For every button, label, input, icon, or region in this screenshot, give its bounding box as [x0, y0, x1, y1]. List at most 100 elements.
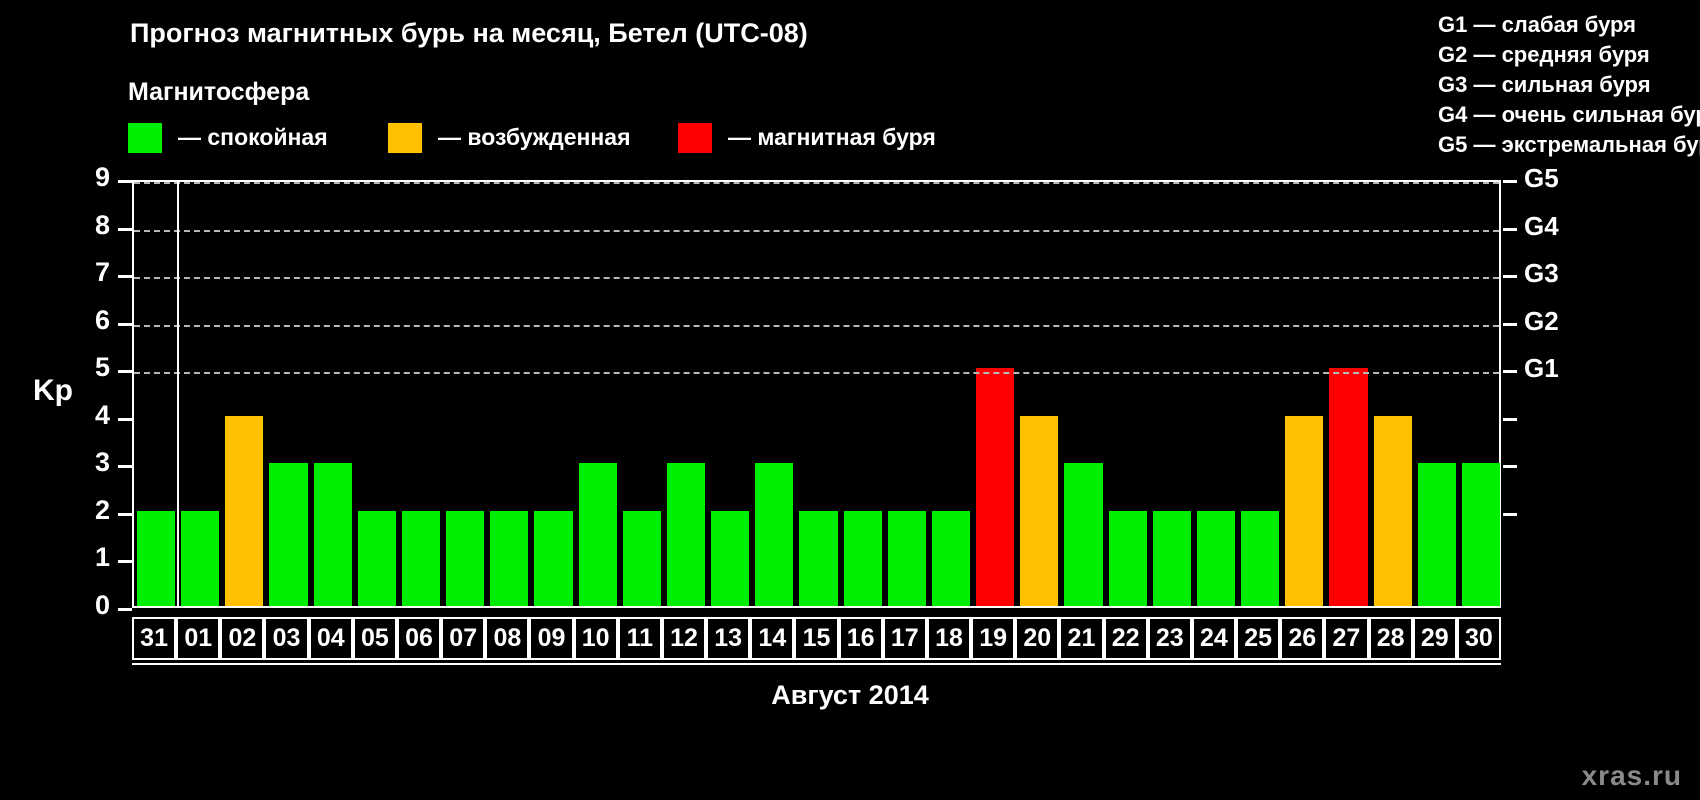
y-tick-label-0: 0 [94, 590, 110, 620]
legend-label: — магнитная буря [728, 123, 936, 150]
g-tick-G3 [1503, 275, 1517, 279]
y-tick-4 [118, 417, 132, 421]
bar-day-28 [1373, 415, 1412, 606]
day-label-24: 24 [1191, 617, 1237, 660]
legend-item-1: — возбужденная [388, 123, 631, 155]
magnetosphere-label: Магнитосфера [128, 78, 310, 106]
y-tick-label-3: 3 [94, 447, 110, 478]
y-tick-label-6: 6 [94, 304, 110, 335]
day-label-17: 17 [882, 617, 927, 660]
legend-swatch-icon [388, 123, 422, 153]
g-tick-label-G1: G1 [1524, 353, 1559, 384]
bar-day-23 [1152, 510, 1191, 606]
day-label-30: 30 [1456, 617, 1501, 660]
day-label-31: 31 [132, 617, 177, 660]
legend-label: — возбужденная [438, 123, 631, 150]
y-tick-label-8: 8 [94, 209, 110, 240]
bar-day-01 [181, 510, 220, 606]
day-label-22: 22 [1103, 617, 1148, 660]
day-label-09: 09 [529, 617, 574, 660]
storm-scale-line-2: G2 — средняя буря [1438, 42, 1650, 67]
y-tick-0 [118, 608, 132, 611]
bar-series [134, 182, 1500, 606]
y-tick-1 [118, 560, 132, 564]
day-label-03: 03 [264, 617, 309, 660]
x-axis-title: Август 2014 [771, 680, 929, 710]
bar-day-10 [578, 463, 617, 606]
g-tick-label-G5: G5 [1524, 163, 1559, 193]
bar-day-20 [1020, 415, 1059, 606]
bar-day-06 [401, 510, 441, 606]
y-tick-6 [118, 322, 132, 326]
bar-day-02 [225, 415, 264, 606]
g-tick-G1 [1503, 370, 1517, 374]
y-tick-8 [118, 227, 132, 231]
y-axis-title: Kp [33, 374, 73, 407]
bar-day-19 [976, 368, 1015, 606]
g-minor-tick-kp-4 [1503, 417, 1517, 421]
day-label-16: 16 [838, 617, 883, 660]
storm-scale-legend: G1 — слабая буря G2 — средняя буря G3 — си… [1438, 10, 1700, 160]
y-tick-label-4: 4 [94, 399, 110, 430]
day-label-07: 07 [441, 617, 486, 660]
day-label-26: 26 [1280, 617, 1325, 660]
bar-day-15 [799, 510, 838, 606]
day-label-28: 28 [1368, 617, 1413, 660]
bar-day-27 [1329, 368, 1368, 606]
bar-day-13 [711, 510, 750, 606]
bar-day-29 [1417, 463, 1456, 606]
y-tick-label-2: 2 [94, 494, 110, 525]
day-label-29: 29 [1412, 617, 1457, 660]
storm-scale-line-4: G4 — очень сильная буря [1438, 102, 1700, 127]
storm-scale-line-3: G3 — сильная буря [1438, 72, 1651, 97]
bar-day-21 [1064, 463, 1103, 606]
day-label-21: 21 [1059, 617, 1104, 660]
bar-day-22 [1108, 510, 1147, 606]
bar-day-17 [887, 510, 926, 606]
y-tick-label-9: 9 [94, 162, 110, 192]
legend-label: — спокойная [178, 123, 328, 150]
legend-swatch-icon [128, 123, 162, 153]
bar-day-18 [931, 510, 971, 606]
g-tick-G2 [1503, 322, 1517, 326]
day-label-06: 06 [396, 617, 442, 660]
y-tick-3 [118, 465, 132, 469]
y-tick-7 [118, 275, 132, 279]
day-label-23: 23 [1147, 617, 1192, 660]
bar-day-05 [357, 510, 396, 606]
g-tick-label-G3: G3 [1524, 258, 1559, 289]
bar-day-11 [622, 510, 661, 606]
bar-day-12 [666, 463, 706, 606]
day-label-08: 08 [485, 617, 530, 660]
y-tick-label-1: 1 [94, 542, 110, 573]
y-tick-label-5: 5 [94, 352, 110, 383]
day-label-11: 11 [617, 617, 662, 660]
bar-day-09 [534, 510, 573, 606]
day-label-05: 05 [352, 617, 397, 660]
g-tick-label-G4: G4 [1524, 210, 1559, 241]
page-title: Прогноз магнитных бурь на месяц, Бетел (… [130, 18, 808, 48]
day-label-12: 12 [661, 617, 707, 660]
x-axis-day-labels: 31 01 02 03 04 05 06 07 08 09 10 11 12 13 14 15 16 17 18 19… [132, 617, 1501, 660]
storm-scale-line-1: G1 — слабая буря [1438, 12, 1637, 37]
g-tick-G4 [1503, 227, 1517, 231]
bar-day-04 [313, 463, 352, 606]
bar-day-08 [490, 510, 529, 606]
bar-day-16 [843, 510, 882, 606]
x-axis-baseline [132, 663, 1501, 665]
bar-day-24 [1196, 510, 1236, 606]
day-label-19: 19 [971, 617, 1016, 660]
bar-day-14 [755, 463, 794, 606]
day-label-13: 13 [706, 617, 751, 660]
month-separator [177, 182, 180, 606]
legend-item-0: — спокойная [128, 123, 328, 155]
watermark: xras.ru [1581, 760, 1682, 791]
gridline-kp-5 [134, 372, 1499, 375]
day-label-18: 18 [926, 617, 972, 660]
day-label-01: 01 [176, 617, 221, 660]
bar-day-03 [269, 463, 308, 606]
legend-item-2: — магнитная буря [678, 123, 936, 155]
legend-swatch-icon [678, 123, 712, 153]
bar-day-31 [137, 510, 176, 606]
